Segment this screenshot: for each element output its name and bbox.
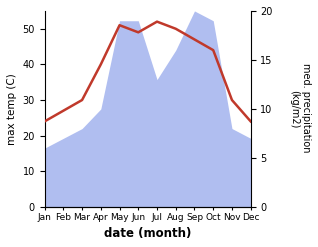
X-axis label: date (month): date (month) — [104, 227, 191, 240]
Y-axis label: med. precipitation 
(kg/m2): med. precipitation (kg/m2) — [289, 63, 311, 155]
Y-axis label: max temp (C): max temp (C) — [7, 73, 17, 145]
